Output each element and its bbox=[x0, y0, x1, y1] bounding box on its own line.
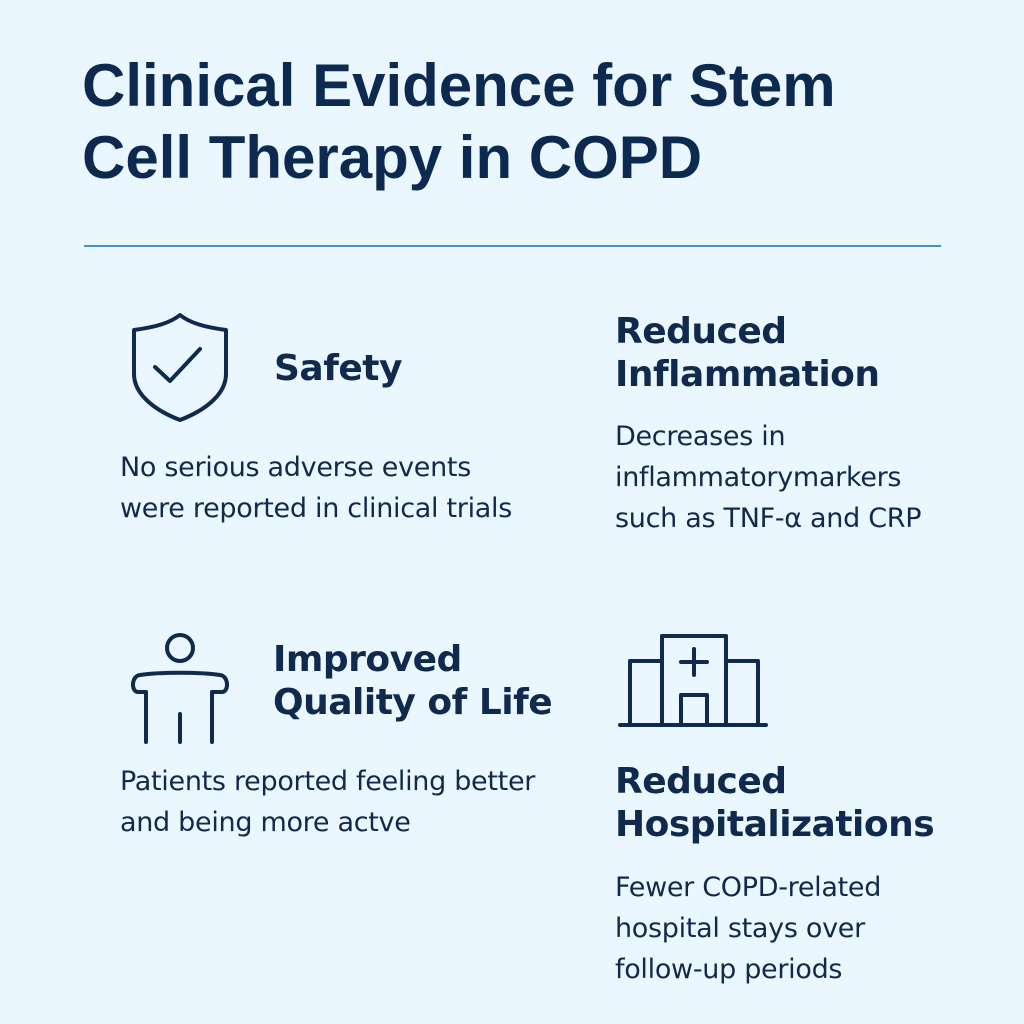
person-icon bbox=[130, 632, 232, 746]
card-heading: Reduced Inflammation bbox=[615, 311, 880, 395]
card-description: Patients reported feeling better and bei… bbox=[120, 766, 536, 838]
title-divider bbox=[84, 245, 941, 247]
card-heading: Safety bbox=[274, 348, 402, 389]
shield-check-icon bbox=[128, 312, 232, 424]
card-description: Decreases in inflammatorymarkers such as… bbox=[615, 421, 922, 534]
card-description: Fewer COPD-related hospital stays over f… bbox=[615, 872, 882, 985]
card-heading: Reduced Hospitalizations bbox=[615, 761, 935, 845]
card-description: No serious adverse events were reported … bbox=[120, 452, 513, 524]
card-heading: Improved Quality of Life bbox=[273, 639, 553, 723]
page-title: Clinical Evidence for Stem Cell Therapy … bbox=[82, 52, 836, 191]
hospital-icon bbox=[618, 632, 770, 728]
